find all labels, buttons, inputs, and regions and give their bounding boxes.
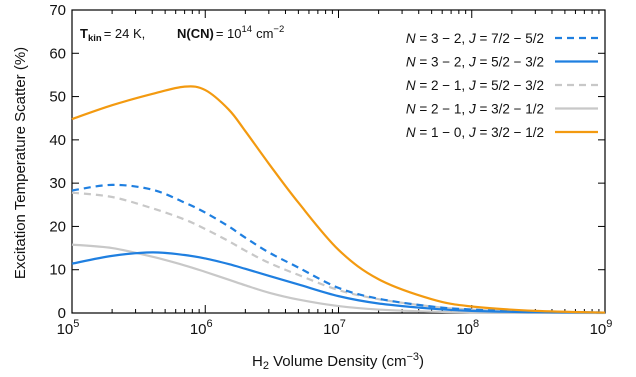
- x-tick-label: 107: [323, 318, 346, 338]
- tkin-annotation: Tkin = 24 K,: [80, 26, 145, 44]
- x-tick-label: 108: [456, 318, 479, 338]
- y-tick-label: 60: [49, 45, 66, 62]
- series-lines: [71, 85, 606, 315]
- y-axis-label: Excitation Temperature Scatter (%): [12, 47, 29, 279]
- y-tick-label: 30: [49, 175, 66, 192]
- y-tick-label: 0: [58, 305, 66, 322]
- legend-label-4: N = 2 − 1, J = 3/2 − 1/2: [406, 102, 544, 117]
- series-line-5: [71, 85, 606, 314]
- x-tick-label: 105: [57, 318, 80, 338]
- x-tick-label: 106: [190, 318, 213, 338]
- y-tick-label: 70: [49, 2, 66, 19]
- legend-label-1: N = 3 − 2, J = 7/2 − 5/2: [406, 31, 544, 46]
- y-axis: 0 10 20 30 40 50 60 70: [49, 2, 605, 322]
- series-line-2: [71, 251, 606, 314]
- y-tick-label: 10: [49, 262, 66, 279]
- series-line-4: [71, 243, 606, 315]
- legend-label-5: N = 1 − 0, J = 3/2 − 1/2: [406, 125, 544, 140]
- y-tick-label: 50: [49, 89, 66, 106]
- ncn-annotation: N(CN) = 1014 cm−2: [177, 24, 284, 41]
- x-tick-label: 109: [590, 318, 613, 338]
- series-line-3: [71, 191, 606, 314]
- legend: N = 3 − 2, J = 7/2 − 5/2 N = 3 − 2, J = 5…: [406, 31, 598, 140]
- legend-label-3: N = 2 − 1, J = 5/2 − 3/2: [406, 78, 544, 93]
- x-axis: 105 106 107 108 109: [57, 10, 613, 338]
- y-tick-label: 40: [49, 132, 66, 149]
- x-axis-label: H2 Volume Density (cm−3): [252, 351, 424, 372]
- legend-label-2: N = 3 − 2, J = 5/2 − 3/2: [406, 55, 544, 70]
- y-tick-label: 20: [49, 218, 66, 235]
